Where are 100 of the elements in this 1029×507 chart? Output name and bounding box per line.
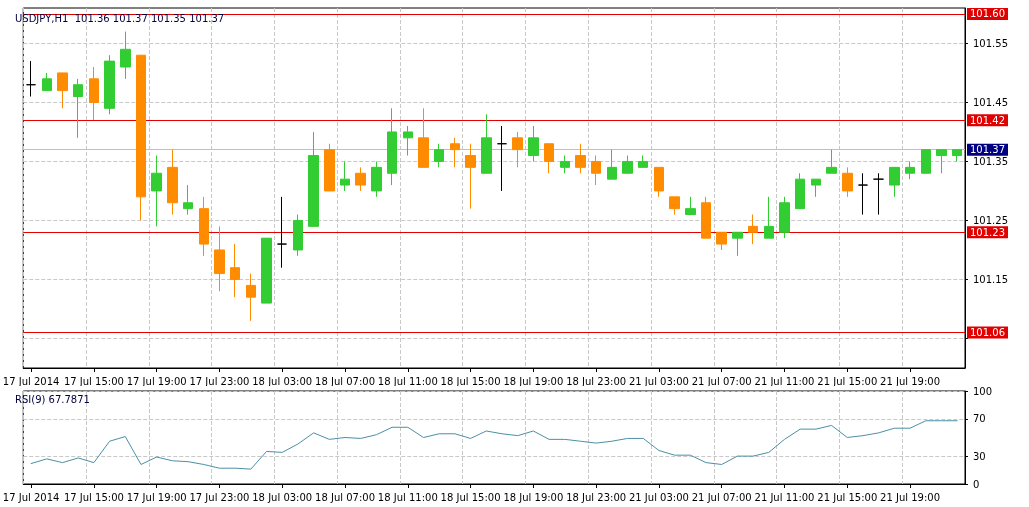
candlestick	[497, 125, 507, 192]
y-tick-label: 101.35	[973, 155, 1008, 167]
candlestick	[324, 143, 335, 192]
candlestick	[57, 72, 68, 109]
candlestick	[246, 273, 256, 322]
ref-line-label: 101.06	[970, 327, 1005, 339]
candlestick	[544, 143, 554, 174]
x-tick-label: 21 Jul 19:00	[880, 375, 941, 387]
x-tick-label: 17 Jul 23:00	[189, 375, 250, 387]
candlestick	[104, 54, 115, 115]
x-tick-label: 17 Jul 15:00	[63, 491, 124, 503]
candlestick	[26, 60, 36, 98]
candlestick	[418, 107, 429, 168]
candlestick	[936, 149, 947, 174]
y-tick-label: 101.45	[973, 96, 1008, 108]
x-tick-label: 21 Jul 03:00	[628, 375, 689, 387]
y-tick-label: 70	[973, 413, 986, 425]
candlestick	[654, 166, 664, 198]
ref-line-label: 101.42	[970, 114, 1005, 126]
x-tick-label: 18 Jul 19:00	[503, 491, 564, 503]
y-tick-label: 100	[973, 385, 993, 397]
x-tick-label: 18 Jul 15:00	[440, 491, 501, 503]
candlestick	[199, 196, 209, 257]
candlestick	[560, 155, 570, 174]
x-tick-label: 21 Jul 15:00	[817, 491, 878, 503]
candlestick	[607, 149, 617, 180]
x-tick-label: 18 Jul 07:00	[315, 491, 375, 503]
candlestick	[528, 125, 539, 162]
candlestick	[591, 155, 601, 186]
candlestick	[230, 243, 240, 298]
candlestick	[89, 66, 99, 121]
candlestick	[701, 196, 711, 239]
x-tick-label: 18 Jul 03:00	[252, 491, 313, 503]
x-tick-label: 18 Jul 03:00	[252, 375, 313, 387]
x-tick-label: 18 Jul 19:00	[503, 375, 564, 387]
candlestick	[120, 31, 131, 80]
x-tick-label: 17 Jul 19:00	[126, 491, 187, 503]
candlestick	[842, 166, 853, 198]
candlestick	[873, 172, 884, 216]
candlestick	[481, 113, 492, 174]
y-tick-label: 0	[973, 478, 980, 490]
x-tick-label: 18 Jul 11:00	[377, 491, 438, 503]
x-tick-label: 21 Jul 11:00	[754, 375, 815, 387]
candlestick	[952, 149, 962, 162]
candlestick	[764, 196, 774, 239]
candlestick	[387, 107, 397, 186]
candlestick	[308, 131, 319, 227]
candlestick	[716, 231, 727, 251]
candlestick	[73, 78, 83, 139]
x-tick-label: 18 Jul 07:00	[315, 375, 375, 387]
candlestick	[465, 143, 476, 210]
candlestick	[622, 155, 633, 174]
candlestick	[355, 166, 366, 192]
x-tick-label: 21 Jul 07:00	[691, 375, 752, 387]
candlestick	[450, 137, 460, 168]
candlestick	[905, 160, 915, 180]
candlestick	[638, 155, 648, 168]
candlestick	[167, 149, 178, 216]
candlestick	[811, 178, 821, 198]
x-tick-label: 18 Jul 15:00	[440, 375, 501, 387]
candlestick	[371, 160, 382, 198]
candlestick	[575, 143, 586, 174]
y-tick-label: 101.15	[973, 273, 1008, 285]
y-tick-label: 30	[973, 450, 986, 462]
line-series	[30, 420, 958, 470]
candlestick	[293, 214, 303, 257]
y-tick-label: 101.25	[973, 214, 1008, 226]
y-tick-label: 101.55	[973, 37, 1008, 49]
x-tick-label: 17 Jul 2014	[2, 491, 60, 503]
candlestick	[732, 231, 743, 257]
x-tick-label: 17 Jul 15:00	[63, 375, 124, 387]
candlestick	[261, 237, 272, 304]
chart-title: USDJPY,H1 101.36 101.37 101.35 101.37	[15, 12, 225, 24]
chart-title: RSI(9) 67.7871	[15, 393, 90, 405]
candlestick	[669, 196, 680, 216]
x-tick-label: 17 Jul 23:00	[189, 491, 250, 503]
candlestick	[512, 131, 523, 168]
ref-line-label: 101.60	[970, 8, 1005, 20]
candlestick	[183, 184, 193, 216]
x-tick-label: 21 Jul 07:00	[691, 491, 752, 503]
x-tick-label: 17 Jul 2014	[2, 375, 60, 387]
x-tick-label: 18 Jul 23:00	[566, 491, 627, 503]
x-tick-label: 21 Jul 03:00	[628, 491, 689, 503]
candlestick	[214, 225, 225, 292]
candlestick	[340, 160, 350, 192]
x-tick-label: 21 Jul 15:00	[817, 375, 878, 387]
ref-line-label: 101.23	[970, 226, 1005, 238]
x-tick-label: 21 Jul 11:00	[754, 491, 815, 503]
candlestick	[858, 172, 868, 216]
candlestick	[748, 214, 758, 245]
x-tick-label: 17 Jul 19:00	[126, 375, 187, 387]
x-tick-label: 21 Jul 19:00	[880, 491, 941, 503]
candlestick	[685, 196, 696, 216]
ref-line-label: 101.37	[970, 144, 1005, 156]
x-tick-label: 18 Jul 23:00	[566, 375, 627, 387]
candlestick	[826, 149, 837, 174]
candlestick	[42, 72, 52, 92]
candlestick	[151, 155, 162, 227]
candlestick	[921, 149, 931, 174]
candlestick	[795, 172, 805, 210]
